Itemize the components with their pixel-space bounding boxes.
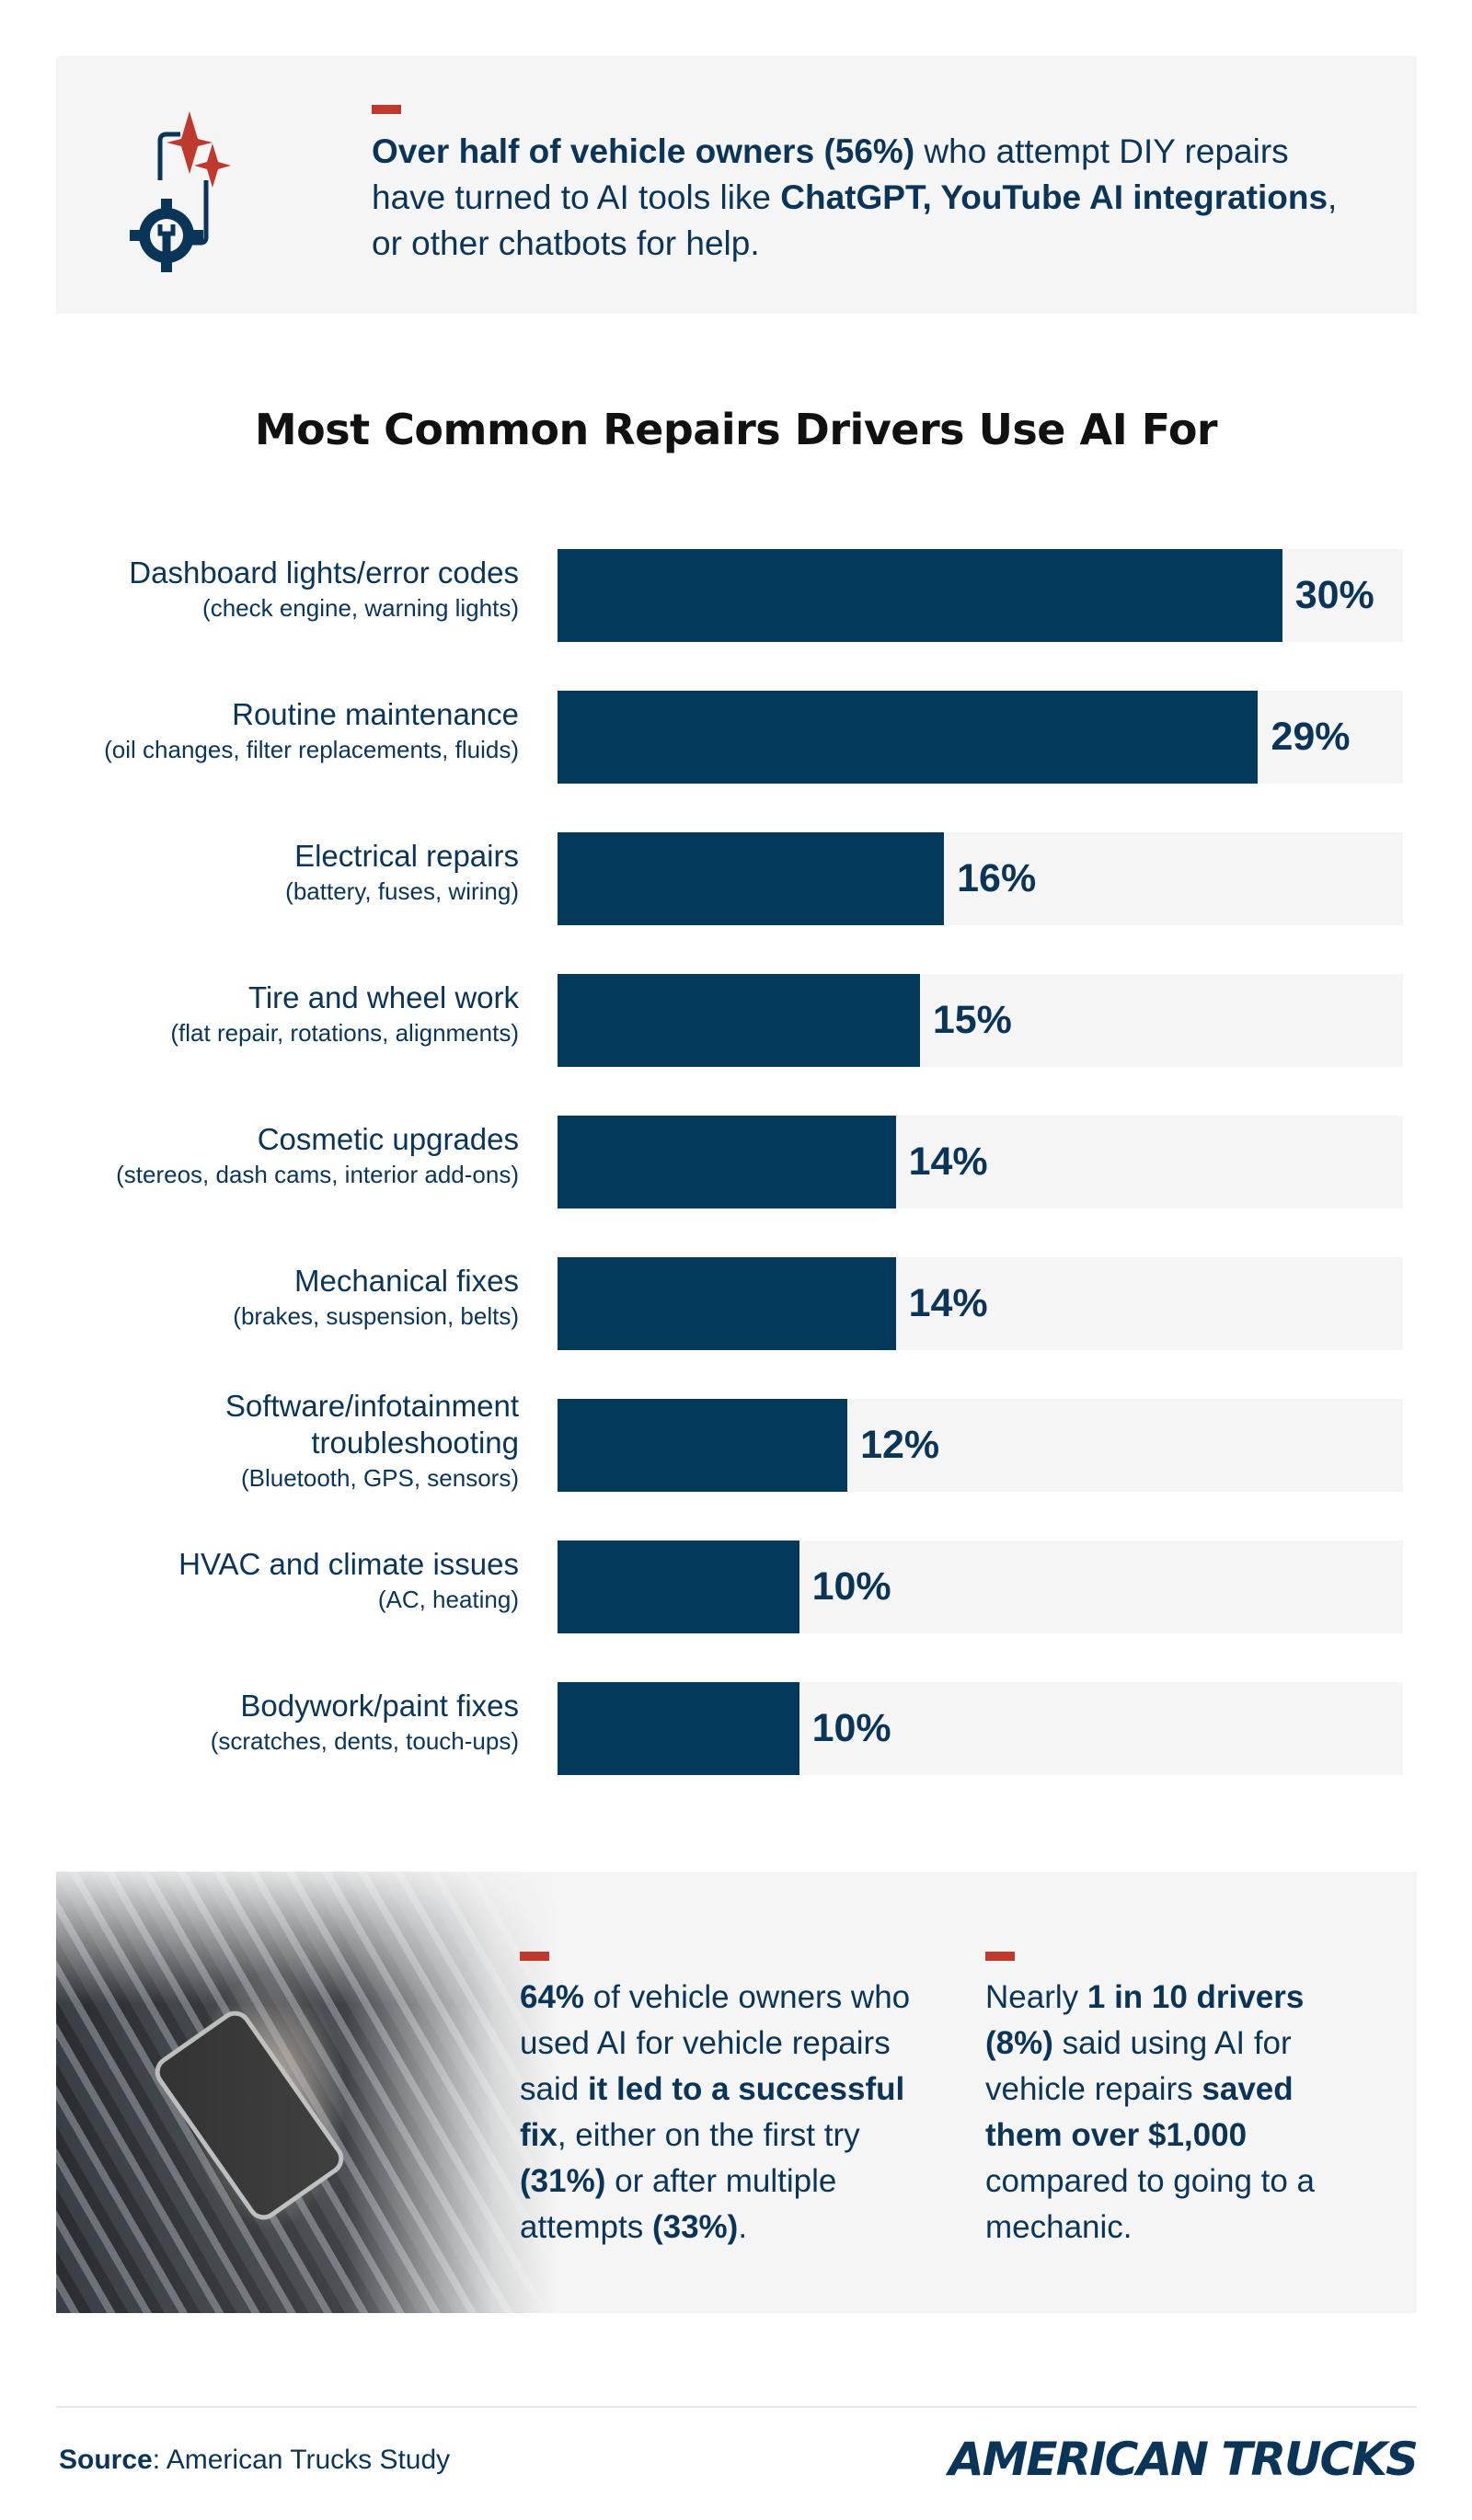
stat-savings: Nearly 1 in 10 drivers (8%) said using A… xyxy=(985,1975,1353,2251)
category-name: Mechanical fixes xyxy=(294,1264,519,1298)
text-run: compared to going to a mechanic. xyxy=(985,2163,1316,2245)
bar-row: 12% Software/infotainment troubleshootin… xyxy=(0,1389,1472,1492)
text-run: , either on the first try xyxy=(557,2117,860,2153)
gear-wrench-sparkle-icon xyxy=(130,111,231,272)
intro-text: Over half of vehicle owners (56%) who at… xyxy=(372,129,1347,267)
bar xyxy=(558,1541,799,1633)
value-label: 16% xyxy=(957,856,1037,900)
category-sub: (scratches, dents, touch-ups) xyxy=(210,1727,519,1755)
bar-row: 10% Bodywork/paint fixes (scratches, den… xyxy=(0,1682,1472,1775)
category-sub: (check engine, warning lights) xyxy=(202,594,519,622)
text-run: or after multiple attempts xyxy=(520,2163,837,2245)
source-text: : American Trucks Study xyxy=(152,2445,451,2475)
category-name: Bodywork/paint fixes xyxy=(240,1689,519,1723)
category-label: Dashboard lights/error codes (check engi… xyxy=(4,555,519,624)
text-run: saved them over $1,000 xyxy=(985,2071,1294,2153)
value-label: 10% xyxy=(811,1564,891,1609)
american-trucks-logo: AMERICAN TRUCKS xyxy=(948,2433,1419,2486)
category-sub: (flat repair, rotations, alignments) xyxy=(170,1019,519,1047)
category-sub: (AC, heating) xyxy=(377,1586,519,1613)
category-name: Software/infotainment troubleshooting xyxy=(224,1389,519,1460)
stat-success-fix: 64% of vehicle owners who used AI for ve… xyxy=(520,1975,943,2251)
bar-row: 10% HVAC and climate issues (AC, heating… xyxy=(0,1541,1472,1633)
text-run: 1 in 10 drivers (8%) xyxy=(985,1979,1305,2061)
stats-panel: 64% of vehicle owners who used AI for ve… xyxy=(56,1872,1417,2313)
text-run: ChatGPT, YouTube AI integrations xyxy=(780,178,1328,216)
divider xyxy=(56,2406,1417,2408)
bar-row: 14% Mechanical fixes (brakes, suspension… xyxy=(0,1257,1472,1350)
chart-title: Most Common Repairs Drivers Use AI For xyxy=(254,405,1218,454)
intro-panel xyxy=(56,56,1417,314)
value-label: 15% xyxy=(932,998,1012,1042)
bar-row: 30% Dashboard lights/error codes (check … xyxy=(0,549,1472,642)
bar-row: 16% Electrical repairs (battery, fuses, … xyxy=(0,832,1472,925)
category-name: Tire and wheel work xyxy=(247,980,519,1014)
text-run: , or other chatbots for help. xyxy=(372,178,1338,262)
category-label: HVAC and climate issues (AC, heating) xyxy=(4,1546,519,1616)
value-label: 29% xyxy=(1271,715,1351,759)
bar-row: 15% Tire and wheel work (flat repair, ro… xyxy=(0,974,1472,1067)
category-sub: (stereos, dash cams, interior add-ons) xyxy=(116,1161,519,1188)
text-run: Nearly xyxy=(985,1979,1087,2015)
category-name: Dashboard lights/error codes xyxy=(129,556,519,590)
accent-dash xyxy=(520,1952,549,1961)
value-label: 12% xyxy=(860,1423,940,1467)
value-label: 10% xyxy=(811,1706,891,1750)
category-label: Software/infotainment troubleshooting (B… xyxy=(215,1388,519,1495)
value-label: 14% xyxy=(908,1281,988,1325)
category-sub: (brakes, suspension, belts) xyxy=(233,1302,519,1330)
category-name: HVAC and climate issues xyxy=(178,1547,519,1581)
text-run: (31%) xyxy=(520,2163,606,2199)
category-sub: (oil changes, filter replacements, fluid… xyxy=(104,736,519,763)
source-note: Source: American Trucks Study xyxy=(59,2445,450,2476)
accent-dash xyxy=(985,1952,1015,1961)
bar xyxy=(558,549,1282,642)
text-run: . xyxy=(738,2209,748,2245)
category-label: Bodywork/paint fixes (scratches, dents, … xyxy=(4,1688,519,1758)
bar xyxy=(558,1399,848,1492)
value-label: 30% xyxy=(1294,573,1374,617)
text-run: said using AI for vehicle repairs xyxy=(985,2025,1292,2107)
category-name: Electrical repairs xyxy=(294,839,519,873)
bar xyxy=(558,1116,896,1208)
category-name: Routine maintenance xyxy=(232,697,519,731)
bar xyxy=(558,974,920,1067)
text-run: 64% xyxy=(520,1979,585,2015)
text-run: who attempt DIY repairs have turned to A… xyxy=(372,132,1289,216)
text-run: it led to a successful fix xyxy=(520,2071,905,2153)
bar xyxy=(558,1682,799,1775)
category-sub: (battery, fuses, wiring) xyxy=(285,877,519,905)
category-label: Routine maintenance (oil changes, filter… xyxy=(4,696,519,766)
category-label: Tire and wheel work (flat repair, rotati… xyxy=(4,979,519,1049)
bar xyxy=(558,832,945,925)
text-run: of vehicle owners who used AI for vehicl… xyxy=(520,1979,911,2107)
bar-row: 29% Routine maintenance (oil changes, fi… xyxy=(0,691,1472,784)
text-run: (33%) xyxy=(651,2209,739,2245)
bar xyxy=(558,691,1259,784)
category-label: Mechanical fixes (brakes, suspension, be… xyxy=(4,1263,519,1333)
category-sub: (Bluetooth, GPS, sensors) xyxy=(240,1464,519,1492)
bar xyxy=(558,1257,896,1350)
category-label: Electrical repairs (battery, fuses, wiri… xyxy=(4,838,519,908)
accent-dash xyxy=(372,105,401,114)
category-name: Cosmetic upgrades xyxy=(257,1122,519,1156)
bar-row: 14% Cosmetic upgrades (stereos, dash cam… xyxy=(0,1116,1472,1208)
category-label: Cosmetic upgrades (stereos, dash cams, i… xyxy=(4,1121,519,1191)
text-run: Over half of vehicle owners (56%) xyxy=(372,132,915,170)
value-label: 14% xyxy=(908,1140,988,1184)
source-label: Source xyxy=(59,2445,153,2475)
